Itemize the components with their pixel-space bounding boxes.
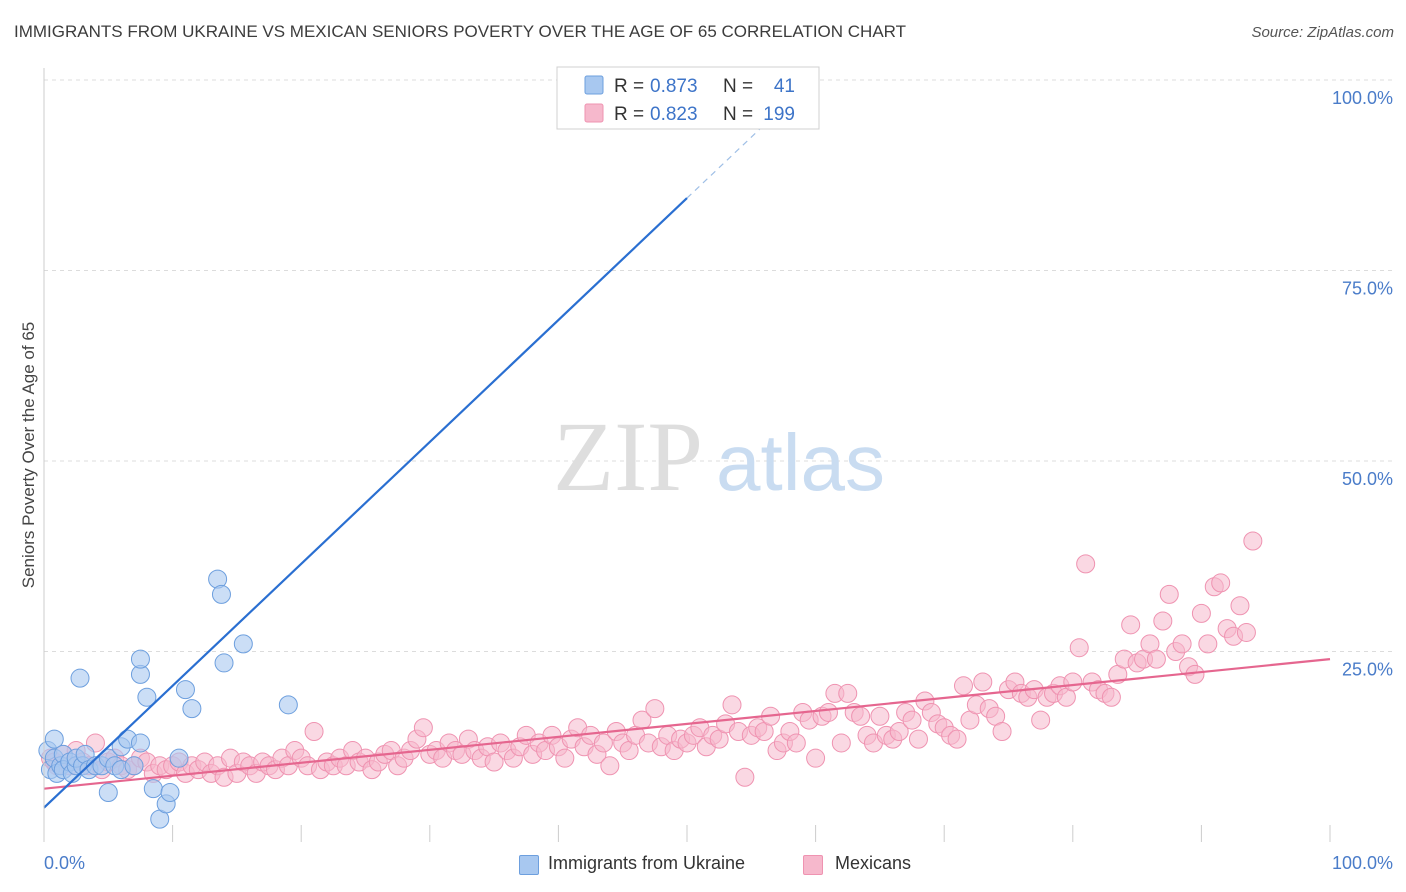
mexicans-point	[947, 729, 967, 749]
mexicans-point	[1230, 596, 1250, 616]
mexicans-point	[973, 672, 993, 692]
ukraine-point	[211, 584, 231, 604]
ukraine-point	[278, 695, 298, 715]
mexicans-point	[838, 683, 858, 703]
mexicans-point	[555, 748, 575, 768]
mexicans-point	[1172, 634, 1192, 654]
mexicans-point	[889, 722, 909, 742]
mexicans-point	[1243, 531, 1263, 551]
legend-label-mexicans: Mexicans	[835, 853, 912, 873]
mexicans-point	[831, 733, 851, 753]
legend-swatch-ukraine	[519, 855, 539, 875]
mexicans-point	[1101, 687, 1121, 707]
mexicans-point	[1121, 615, 1141, 635]
mexicans-point	[645, 699, 665, 719]
y-tick-label: 50.0%	[1342, 469, 1393, 489]
mexicans-point	[1146, 649, 1166, 669]
axes: 25.0% 50.0% 75.0% 100.0% 0.0% 100.0%	[43, 68, 1393, 873]
source-credit: Source: ZipAtlas.com	[1251, 24, 1394, 41]
mexicans-point	[1031, 710, 1051, 730]
ukraine-point	[143, 779, 163, 799]
mexicans-point	[1063, 672, 1083, 692]
stats-r-value: 0.873	[650, 76, 698, 97]
ukraine-point	[130, 733, 150, 753]
ukraine-point	[137, 687, 157, 707]
watermark-zip: ZIP	[553, 401, 703, 512]
mexicans-point	[1191, 603, 1211, 623]
stats-r-label: R =	[614, 104, 644, 125]
ukraine-point	[182, 699, 202, 719]
mexicans-point	[1159, 584, 1179, 604]
stats-n-value: 41	[774, 76, 795, 97]
ukraine-point	[98, 782, 118, 802]
mexicans-point	[786, 733, 806, 753]
mexicans-point	[1076, 554, 1096, 574]
mexicans-point	[818, 702, 838, 722]
legend-swatch-mexicans	[803, 855, 823, 875]
ukraine-point	[70, 668, 90, 688]
mexicans-point	[851, 706, 871, 726]
mexicans-point	[722, 695, 742, 715]
grid-lines	[44, 79, 1392, 652]
watermark-atlas: atlas	[716, 418, 885, 507]
stats-swatch-ukraine	[584, 75, 604, 95]
stats-swatch-mexicans	[584, 103, 604, 123]
ukraine-points	[38, 569, 298, 829]
mexicans-point	[902, 710, 922, 730]
y-tick-label: 100.0%	[1332, 88, 1393, 108]
mexicans-point	[413, 718, 433, 738]
ukraine-point	[175, 680, 195, 700]
mexicans-point	[1236, 622, 1256, 642]
stats-n-label: N =	[723, 104, 753, 125]
x-tick-label: 100.0%	[1332, 853, 1393, 873]
mexicans-point	[870, 706, 890, 726]
mexicans-point	[484, 752, 504, 772]
stats-r-label: R =	[614, 76, 644, 97]
y-tick-label: 75.0%	[1342, 279, 1393, 299]
mexicans-point	[1069, 638, 1089, 658]
ukraine-point	[130, 649, 150, 669]
stats-box: R = 0.873 N = 41 R = 0.823 N = 199	[556, 66, 820, 130]
legend-label-ukraine: Immigrants from Ukraine	[548, 853, 746, 873]
mexicans-point	[1153, 611, 1173, 631]
ukraine-point	[214, 653, 234, 673]
x-tick-label: 0.0%	[44, 853, 85, 873]
watermark: ZIP atlas	[553, 401, 885, 512]
stats-n-label: N =	[723, 76, 753, 97]
ukraine-point	[160, 782, 180, 802]
ukraine-point	[44, 729, 64, 749]
mexicans-trend-line	[43, 658, 1331, 790]
stats-r-value: 0.823	[650, 104, 698, 125]
ukraine-point	[233, 634, 253, 654]
mexicans-point	[1198, 634, 1218, 654]
mexicans-point	[953, 676, 973, 696]
mexicans-points	[40, 531, 1263, 787]
ukraine-point	[169, 748, 189, 768]
ukraine-trend-line	[43, 197, 688, 809]
y-axis-label: Seniors Poverty Over the Age of 65	[19, 322, 38, 588]
mexicans-point	[304, 722, 324, 742]
mexicans-point	[806, 748, 826, 768]
mexicans-point	[992, 722, 1012, 742]
mexicans-point	[735, 767, 755, 787]
mexicans-point	[600, 756, 620, 776]
mexicans-point	[908, 729, 928, 749]
stats-n-value: 199	[763, 104, 795, 125]
ukraine-point	[124, 756, 144, 776]
mexicans-point	[593, 733, 613, 753]
y-tick-label: 25.0%	[1342, 660, 1393, 680]
chart-title: IMMIGRANTS FROM UKRAINE VS MEXICAN SENIO…	[14, 22, 907, 41]
mexicans-point	[1211, 573, 1231, 593]
